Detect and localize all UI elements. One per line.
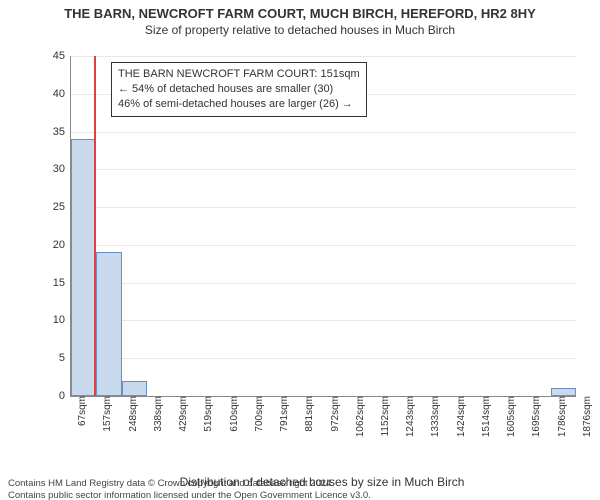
x-tick: 881sqm — [302, 396, 315, 432]
y-tick: 30 — [53, 163, 71, 175]
histogram-bar — [71, 139, 96, 396]
y-tick: 45 — [53, 50, 71, 62]
page-title: THE BARN, NEWCROFT FARM COURT, MUCH BIRC… — [0, 6, 600, 21]
histogram-bar — [122, 381, 147, 396]
callout-box: THE BARN NEWCROFT FARM COURT: 151sqm ← 5… — [111, 62, 367, 117]
x-tick: 1695sqm — [529, 396, 542, 437]
gridline — [71, 320, 576, 321]
x-tick: 1333sqm — [428, 396, 441, 437]
x-tick: 1243sqm — [403, 396, 416, 437]
gridline — [71, 207, 576, 208]
x-tick: 67sqm — [75, 396, 88, 426]
gridline — [71, 132, 576, 133]
x-tick: 1605sqm — [504, 396, 517, 437]
x-tick: 610sqm — [227, 396, 240, 432]
x-tick: 1514sqm — [479, 396, 492, 437]
x-tick: 157sqm — [100, 396, 113, 432]
attribution-line1: Contains HM Land Registry data © Crown c… — [8, 478, 592, 490]
x-tick: 1424sqm — [454, 396, 467, 437]
x-tick: 519sqm — [201, 396, 214, 432]
callout-line3: 46% of semi-detached houses are larger (… — [118, 97, 360, 112]
histogram-bar — [96, 252, 121, 396]
y-tick: 15 — [53, 277, 71, 289]
y-tick: 35 — [53, 126, 71, 138]
x-tick: 1876sqm — [580, 396, 593, 437]
y-tick: 5 — [59, 352, 71, 364]
y-tick: 25 — [53, 201, 71, 213]
y-tick: 0 — [59, 390, 71, 402]
gridline — [71, 283, 576, 284]
y-tick: 40 — [53, 88, 71, 100]
x-tick: 700sqm — [252, 396, 265, 432]
subtitle: Size of property relative to detached ho… — [0, 23, 600, 37]
callout-line1: THE BARN NEWCROFT FARM COURT: 151sqm — [118, 67, 360, 82]
attribution-line2: Contains public sector information licen… — [8, 490, 592, 500]
x-tick: 248sqm — [126, 396, 139, 432]
chart-area: Number of detached properties 0510152025… — [55, 56, 575, 421]
plot-area: 05101520253035404567sqm157sqm248sqm338sq… — [70, 56, 576, 397]
x-tick: 429sqm — [176, 396, 189, 432]
y-tick: 10 — [53, 314, 71, 326]
marker-line — [94, 56, 96, 396]
x-tick: 972sqm — [328, 396, 341, 432]
gridline — [71, 245, 576, 246]
x-tick: 1786sqm — [555, 396, 568, 437]
x-tick: 338sqm — [151, 396, 164, 432]
callout-line2: ← 54% of detached houses are smaller (30… — [118, 82, 360, 97]
y-tick: 20 — [53, 239, 71, 251]
histogram-bar — [551, 388, 576, 396]
gridline — [71, 358, 576, 359]
gridline — [71, 169, 576, 170]
figure-container: THE BARN, NEWCROFT FARM COURT, MUCH BIRC… — [0, 6, 600, 500]
gridline — [71, 56, 576, 57]
attribution: Contains HM Land Registry data © Crown c… — [0, 478, 600, 500]
x-tick: 1062sqm — [353, 396, 366, 437]
x-tick: 791sqm — [277, 396, 290, 432]
x-tick: 1152sqm — [378, 396, 391, 436]
